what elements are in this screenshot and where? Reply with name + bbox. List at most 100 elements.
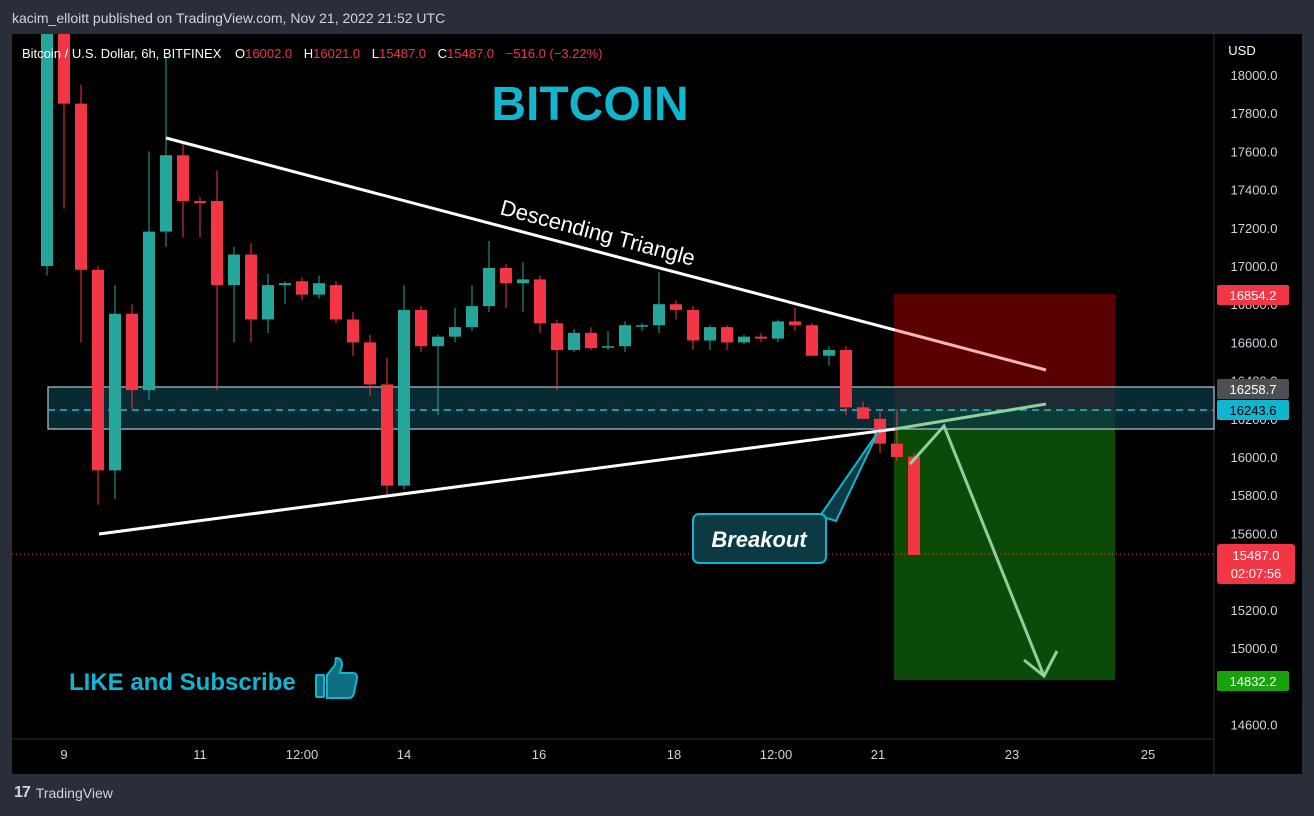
tradingview-logo-icon: 17 bbox=[14, 784, 31, 801]
x-tick-label: 16 bbox=[532, 747, 546, 762]
close-label: C bbox=[438, 46, 447, 61]
change-value: −516.0 (−3.22%) bbox=[506, 46, 603, 61]
low-label: L bbox=[372, 46, 379, 61]
thumbs-up-icon[interactable] bbox=[315, 656, 359, 699]
candle-body bbox=[432, 336, 444, 347]
y-tick-label: 14600.0 bbox=[1231, 717, 1278, 732]
candle-body bbox=[466, 306, 478, 328]
time-axis-ticks: 9 11 12:00 14 16 18 12:00 21 23 25 bbox=[60, 747, 1155, 762]
y-tick-label: 17000.0 bbox=[1231, 259, 1278, 274]
last-price-badge[interactable]: 15487.0 02:07:56 bbox=[1217, 544, 1295, 584]
candle-body bbox=[245, 254, 257, 320]
bitcoin-title[interactable]: BITCOIN bbox=[491, 78, 688, 131]
candle-body bbox=[789, 321, 801, 326]
zone-top-badge[interactable]: 16258.7 bbox=[1217, 379, 1289, 399]
target-price-badge[interactable]: 14832.2 bbox=[1217, 671, 1289, 691]
candle-body bbox=[908, 456, 920, 555]
x-tick-label: 12:00 bbox=[286, 747, 319, 762]
candle-body bbox=[823, 350, 835, 356]
zone-top-text: 16258.7 bbox=[1230, 382, 1277, 397]
high-value: 16021.0 bbox=[313, 46, 360, 61]
candle-body bbox=[585, 332, 597, 349]
low-value: 15487.0 bbox=[379, 46, 426, 61]
candle-body bbox=[415, 309, 427, 347]
resistance-extension-line[interactable] bbox=[894, 328, 1047, 372]
candle-body bbox=[92, 269, 104, 471]
x-tick-label: 21 bbox=[871, 747, 885, 762]
entry-price-text: 16243.6 bbox=[1230, 403, 1277, 418]
stop-price-text: 16854.2 bbox=[1230, 288, 1277, 303]
candle-body bbox=[313, 283, 325, 295]
brand-label: TradingView bbox=[35, 785, 113, 801]
currency-label: USD bbox=[1228, 43, 1255, 58]
y-tick-label: 17600.0 bbox=[1231, 144, 1278, 159]
y-tick-label: 18000.0 bbox=[1231, 68, 1278, 83]
x-tick-label: 18 bbox=[667, 747, 681, 762]
candle-body bbox=[568, 332, 580, 351]
candle-body bbox=[619, 325, 631, 347]
candle-body bbox=[126, 313, 138, 391]
candle-body bbox=[840, 350, 852, 408]
candle-body bbox=[398, 309, 410, 486]
x-tick-label: 23 bbox=[1005, 747, 1019, 762]
candle-body bbox=[211, 201, 223, 286]
last-price-text: 15487.0 bbox=[1233, 548, 1280, 563]
candle-body bbox=[721, 327, 733, 343]
candle-body bbox=[296, 281, 308, 295]
candle-body bbox=[602, 346, 614, 348]
x-tick-label: 25 bbox=[1141, 747, 1155, 762]
y-tick-label: 17400.0 bbox=[1231, 183, 1278, 198]
candle-body bbox=[772, 321, 784, 339]
symbol-label: Bitcoin / U.S. Dollar, 6h, BITFINEX bbox=[22, 46, 222, 61]
candle-body bbox=[738, 336, 750, 343]
candle-body bbox=[58, 34, 70, 104]
breakout-callout-box[interactable] bbox=[692, 513, 827, 564]
y-tick-label: 16600.0 bbox=[1231, 335, 1278, 350]
chart-panel[interactable]: Breakout BITCOIN Descending Triangle LIK… bbox=[12, 34, 1302, 774]
y-tick-label: 15600.0 bbox=[1231, 526, 1278, 541]
price-chart[interactable]: Breakout BITCOIN Descending Triangle LIK… bbox=[12, 34, 1302, 774]
y-tick-label: 15800.0 bbox=[1231, 488, 1278, 503]
candle-body bbox=[670, 304, 682, 310]
x-tick-label: 9 bbox=[60, 747, 67, 762]
candle-body bbox=[806, 325, 818, 356]
candle-body bbox=[143, 231, 155, 391]
y-tick-label: 17200.0 bbox=[1231, 221, 1278, 236]
stop-price-badge[interactable]: 16854.2 bbox=[1217, 285, 1289, 305]
triangle-resistance-line[interactable] bbox=[165, 136, 896, 332]
support-zone[interactable] bbox=[47, 386, 1215, 430]
entry-price-badge[interactable]: 16243.6 bbox=[1217, 400, 1289, 420]
candle-body bbox=[160, 155, 172, 232]
arrowhead-icon bbox=[1023, 650, 1059, 679]
candle-body bbox=[449, 327, 461, 337]
candle-body bbox=[262, 285, 274, 320]
take-profit-zone[interactable] bbox=[894, 410, 1115, 680]
candle-body bbox=[381, 384, 393, 486]
candle-body bbox=[41, 34, 53, 267]
candle-body bbox=[347, 319, 359, 343]
y-tick-label: 17800.0 bbox=[1231, 106, 1278, 121]
y-tick-label: 15000.0 bbox=[1231, 641, 1278, 656]
candle-body bbox=[364, 342, 376, 385]
candle-body bbox=[636, 325, 648, 327]
candle-body bbox=[704, 327, 716, 341]
candle-body bbox=[500, 267, 512, 284]
ohlc-legend: Bitcoin / U.S. Dollar, 6h, BITFINEX O160… bbox=[22, 46, 603, 61]
high-label: H bbox=[304, 46, 313, 61]
open-value: 16002.0 bbox=[245, 46, 292, 61]
x-tick-label: 12:00 bbox=[760, 747, 793, 762]
y-tick-label: 16000.0 bbox=[1231, 450, 1278, 465]
countdown-text: 02:07:56 bbox=[1231, 566, 1282, 581]
breakout-label: Breakout bbox=[711, 527, 808, 552]
tradingview-footer[interactable]: 17 TradingView bbox=[14, 784, 113, 802]
candlestick-series bbox=[41, 34, 920, 555]
triangle-support-line[interactable] bbox=[98, 427, 896, 536]
candle-body bbox=[551, 323, 563, 351]
cta-label[interactable]: LIKE and Subscribe bbox=[69, 669, 296, 696]
candle-body bbox=[755, 336, 767, 339]
support-extension-line[interactable] bbox=[894, 402, 1047, 431]
candle-body bbox=[687, 309, 699, 341]
projection-arrow[interactable] bbox=[908, 423, 1046, 677]
candle-body bbox=[228, 254, 240, 286]
candle-body bbox=[653, 304, 665, 326]
